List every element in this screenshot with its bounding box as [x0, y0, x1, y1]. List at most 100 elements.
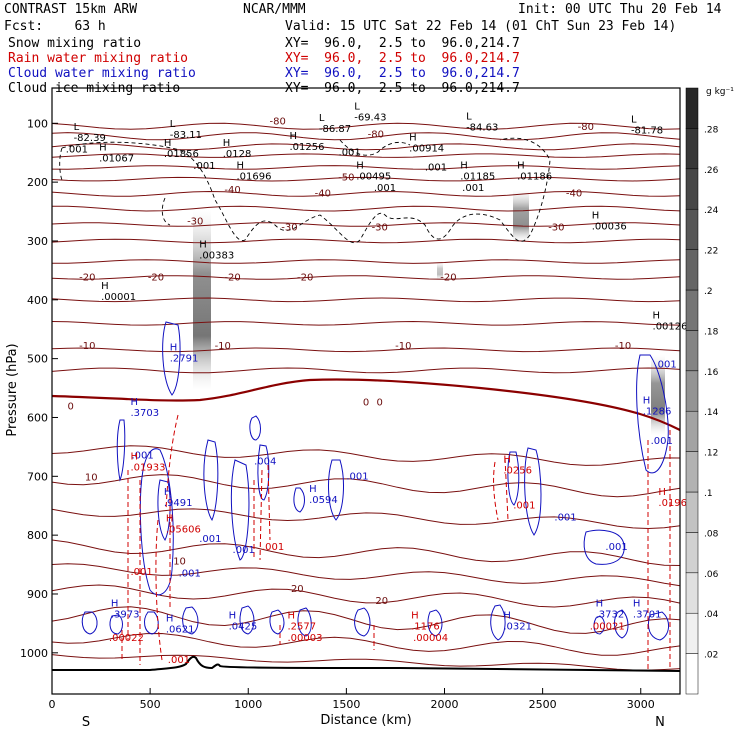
cloud-ice-extremum-value: -86.87	[319, 124, 351, 135]
cloud-water-contour-label: .001	[651, 436, 673, 447]
x-tick-label: 0	[49, 698, 56, 711]
cloud-water-extremum-marker: H	[643, 396, 651, 407]
cloud-ice-extremum-marker: H	[223, 138, 231, 149]
y-tick-label: 800	[27, 529, 48, 542]
cloud-water-extremum-value: .0621	[166, 624, 195, 635]
cloud-ice-extremum-value: .00914	[409, 144, 444, 155]
colorbar-tick-label: .06	[704, 570, 719, 580]
zero-degree-contour	[51, 378, 681, 431]
rain-water-extremum-value: .00022	[109, 633, 144, 644]
cloud-water-extremum-marker: H	[166, 613, 174, 624]
cloud-water-extremum-value: .9491	[164, 498, 193, 509]
cloud-water-contour-label: .001	[131, 451, 153, 462]
cloud-water-extremum-value: .0594	[309, 495, 338, 506]
field-cloudwater-xy: XY= 96.0, 2.5 to 96.0,214.7	[285, 66, 520, 81]
snow-shading	[193, 190, 665, 435]
rain-water-contours	[121, 414, 671, 670]
temperature-label: -80	[578, 122, 594, 133]
cloud-ice-extremum-marker: H	[653, 310, 661, 321]
cloud-ice-extremum-value: -82.39	[74, 133, 106, 144]
colorbar-tick-label: .14	[704, 408, 719, 418]
colorbar-segment	[685, 168, 699, 210]
temperature-label: 10	[173, 556, 186, 567]
temperature-label: -40	[315, 189, 331, 200]
x-tick-label: 2500	[529, 698, 557, 711]
rain-water-extremum-value: .05606	[166, 524, 201, 535]
cloud-ice-extremum-marker: H	[101, 281, 109, 292]
temperature-contour	[51, 632, 681, 656]
cloud-water-extremum-marker: H	[170, 343, 178, 354]
x-axis-label: Distance (km)	[320, 713, 411, 728]
colorbar-segment	[685, 87, 699, 129]
valid-time: Valid: 15 UTC Sat 22 Feb 14 (01 ChT Sun …	[285, 19, 677, 34]
cloud-ice-contour-label: .001	[339, 148, 361, 159]
cloud-ice-extremum-marker: H	[289, 131, 297, 142]
rain-water-extremum-value: .1176	[411, 621, 440, 632]
colorbar-tick-label: .08	[704, 529, 719, 539]
temperature-contour	[51, 347, 681, 353]
rain-water-extremum-value: .01963	[658, 498, 693, 509]
field-cloudwater-name: Cloud water mixing ratio	[8, 66, 196, 81]
y-tick-label: 700	[27, 470, 48, 483]
temperature-contour	[51, 606, 681, 634]
colorbar-segment	[685, 451, 699, 493]
y-tick-label: 200	[27, 176, 48, 189]
cloud-water-extremum-value: .1286	[643, 407, 672, 418]
temperature-label: 20	[375, 596, 388, 607]
colorbar-segment	[685, 532, 699, 574]
colorbar-tick-label: .26	[704, 166, 719, 176]
cloud-ice-extremum-marker: H	[409, 133, 417, 144]
cloud-ice-contour-label: .001	[462, 183, 484, 194]
rain-water-contour-label: .001	[168, 655, 190, 666]
temperature-label: 0	[67, 402, 73, 413]
cloud-ice-extremum-marker: H	[460, 160, 468, 171]
temperature-contour	[51, 222, 681, 227]
temperature-label: -30	[372, 222, 388, 233]
temperature-label: -20	[440, 272, 456, 283]
temperature-contour	[51, 190, 681, 197]
cloud-water-extremum-marker: H	[164, 487, 172, 498]
center-name: NCAR/MMM	[243, 2, 306, 17]
field-rain-xy: XY= 96.0, 2.5 to 96.0,214.7	[285, 51, 520, 66]
y-tick-label: 400	[27, 294, 48, 307]
cloud-water-contour-label: .001	[346, 471, 368, 482]
temperature-label: -30	[187, 216, 203, 227]
cloud-ice-contour-label: .001	[66, 145, 88, 156]
temperature-label: -20	[79, 272, 95, 283]
temperature-label: -80	[270, 116, 286, 127]
cloud-ice-extremum-value: -84.63	[466, 122, 498, 133]
colorbar-segment	[685, 289, 699, 331]
cloud-water-extremum-value: .3732	[596, 610, 625, 621]
temperature-label: -50	[338, 172, 354, 183]
cloud-water-extremum-marker: H	[111, 599, 119, 610]
cloud-water-extremum-marker: H	[309, 484, 317, 495]
forecast-hour: Fcst: 63 h	[4, 19, 106, 34]
cloud-ice-extremum-value: .01696	[236, 171, 271, 182]
temperature-label: -30	[281, 222, 297, 233]
colorbar-tick-label: .12	[704, 449, 718, 459]
cloud-ice-contours	[59, 137, 551, 243]
temperature-contour	[51, 143, 681, 151]
cloud-ice-extremum-marker: H	[236, 160, 244, 171]
cloud-water-contour-label: .004	[254, 457, 276, 468]
cloud-ice-extremum-marker: L	[170, 119, 176, 130]
temperature-contour	[51, 165, 681, 170]
south-label: S	[82, 715, 90, 730]
y-tick-label: 100	[27, 117, 48, 130]
temperature-contour	[51, 297, 681, 303]
cloud-ice-extremum-marker: H	[164, 138, 172, 149]
colorbar-tick-label: .18	[704, 327, 719, 337]
y-tick-label: 1000	[20, 647, 48, 660]
colorbar-segment	[685, 572, 699, 614]
colorbar-tick-label: .16	[704, 368, 719, 378]
cloud-ice-contour-label: .001	[193, 161, 215, 172]
temperature-contour	[51, 367, 681, 374]
temperature-label: -20	[297, 272, 313, 283]
field-rain-name: Rain water mixing ratio	[8, 51, 189, 66]
cloud-ice-extremum-value: .01185	[460, 171, 495, 182]
cloud-ice-extremum-value: .00126	[653, 321, 688, 332]
cloud-water-contour-label: .001	[233, 545, 255, 556]
cloud-ice-extremum-marker: L	[319, 113, 325, 124]
temperature-label: 10	[85, 472, 98, 483]
cloud-ice-extremum-value: .0128	[223, 149, 252, 160]
